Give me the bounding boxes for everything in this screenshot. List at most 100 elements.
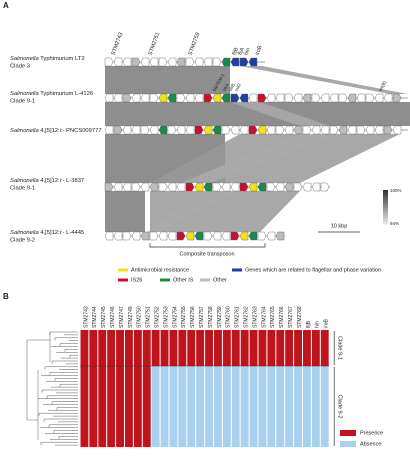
gene-arrow (266, 182, 276, 192)
cell (178, 330, 187, 366)
homology-block (105, 102, 410, 126)
identity-gradient (383, 190, 388, 225)
gene-arrow (302, 182, 312, 192)
gene-arrow (293, 125, 303, 135)
gene-arrow (356, 125, 366, 135)
gene-arrow (122, 125, 132, 135)
genus: Salmonella (10, 128, 39, 134)
cell (311, 330, 320, 366)
gene-arrow (194, 125, 204, 135)
strain-label: Salmonella 4,[5]12:i:- L-3837 (10, 178, 84, 184)
cell (276, 366, 285, 447)
gene-arrow (158, 231, 168, 241)
cell (142, 330, 151, 366)
gene-arrow (167, 93, 177, 103)
legend-swatch (232, 268, 242, 272)
gene-arrow (203, 93, 213, 103)
gene-arrow (212, 93, 222, 103)
cell (160, 366, 169, 447)
gene-arrow (221, 231, 231, 241)
column-label: STM2761 (235, 306, 241, 328)
gene-arrow (122, 231, 132, 241)
gene-arrow (365, 93, 375, 103)
homology-block (240, 66, 408, 94)
strain-name: 4,[5]12:i:- PNCS009777 (40, 128, 101, 134)
legend-swatch (340, 430, 356, 436)
clade-label: Clade 9-1 (337, 336, 343, 360)
gene-arrow (338, 125, 348, 135)
gene-arrow (167, 57, 177, 67)
gene-arrow (221, 182, 231, 192)
cell (311, 366, 320, 447)
gene-arrow (248, 125, 258, 135)
gene-arrow (266, 125, 276, 135)
gene-arrow (212, 182, 222, 192)
column-label: STM2754 (172, 306, 178, 328)
cell (80, 330, 89, 366)
gene-arrow (275, 125, 285, 135)
strain-name: 4,[5]12:i:- L-4445 (40, 230, 84, 236)
column-label: STM2765 (270, 306, 276, 328)
column-label: STM2751 (146, 306, 152, 328)
gene-arrow (131, 93, 141, 103)
cell (196, 330, 205, 366)
gene-arrow (302, 125, 312, 135)
column-label: STM2746 (110, 306, 116, 328)
gene-arrow (248, 93, 258, 103)
gene-arrow (194, 57, 204, 67)
cell (285, 366, 294, 447)
cell (133, 366, 142, 447)
strain-label: Salmonella Typhimurium LT2 (10, 56, 85, 62)
gene-arrow (320, 93, 330, 103)
gene-arrow (149, 231, 159, 241)
gene-arrow (212, 125, 222, 135)
cell (303, 366, 311, 447)
cell (294, 366, 302, 447)
cell (294, 330, 302, 366)
gene-arrow (383, 125, 393, 135)
homology-block (148, 191, 240, 232)
cell (98, 330, 107, 366)
gene-label: tet(B) (378, 80, 388, 92)
cell (125, 330, 133, 366)
strain-name: Typhimurium L-4126 (40, 91, 93, 97)
column-label: STM2768 (297, 306, 303, 328)
genus: Salmonella (10, 91, 39, 97)
gene-arrow (248, 182, 258, 192)
cell (160, 330, 169, 366)
gene-arrow (338, 93, 348, 103)
cell (89, 330, 98, 366)
cell (125, 366, 133, 447)
cell (98, 366, 107, 447)
gene-label: STM2751 (148, 32, 162, 56)
cell (214, 330, 222, 366)
legend-label: IS26 (131, 277, 142, 283)
gene-arrow (176, 57, 186, 67)
column-label: STM2762 (243, 306, 249, 328)
cell (258, 330, 267, 366)
gene-arrow (158, 125, 168, 135)
gene-arrow (212, 231, 222, 241)
cell (89, 366, 98, 447)
gene-label: sul2 (234, 82, 243, 92)
clade-label: Clade 9-1 (10, 99, 35, 105)
cell (169, 366, 178, 447)
gene-arrow (131, 182, 141, 192)
column-label: STM2756 (190, 306, 196, 328)
gene-arrow (122, 93, 132, 103)
gene-label: iroB (255, 45, 264, 57)
column-label: STM2747 (119, 306, 125, 328)
gene-arrow (203, 125, 213, 135)
scale-label: 10 kbp (331, 223, 348, 229)
gene-arrow (158, 93, 168, 103)
cell (231, 330, 240, 366)
gene-arrow (320, 125, 330, 135)
legend-label: Other (213, 277, 227, 283)
gene-arrow (239, 125, 249, 135)
gene-label: fljB (232, 47, 240, 57)
cell (151, 330, 160, 366)
gene-arrow (158, 57, 168, 67)
gene-arrow (392, 93, 402, 103)
gene-arrow (221, 57, 231, 67)
gene-arrow (230, 93, 240, 103)
